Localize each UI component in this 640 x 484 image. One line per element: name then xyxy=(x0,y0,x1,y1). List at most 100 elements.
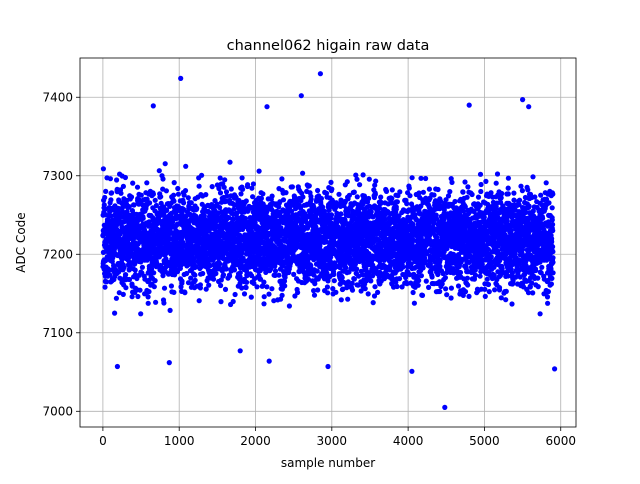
data-point xyxy=(249,295,254,300)
data-point xyxy=(245,182,250,187)
data-point xyxy=(269,286,274,291)
data-point xyxy=(338,211,343,216)
data-point xyxy=(291,272,296,277)
data-point xyxy=(161,300,166,305)
data-point xyxy=(466,294,471,299)
data-point xyxy=(227,160,232,165)
data-point xyxy=(407,193,412,198)
data-point xyxy=(257,169,262,174)
data-point xyxy=(171,193,176,198)
data-point xyxy=(361,172,366,177)
data-point xyxy=(404,201,409,206)
data-point xyxy=(473,273,478,278)
data-point xyxy=(157,168,162,173)
data-point xyxy=(206,283,211,288)
data-point xyxy=(129,194,134,199)
data-point xyxy=(232,267,237,272)
data-point xyxy=(123,272,128,277)
data-point xyxy=(147,200,152,205)
data-point xyxy=(463,289,468,294)
data-point xyxy=(211,277,216,282)
data-point xyxy=(102,195,107,200)
data-point xyxy=(109,190,114,195)
data-point xyxy=(287,303,292,308)
data-point xyxy=(280,293,285,298)
data-point xyxy=(251,181,256,186)
data-point xyxy=(312,293,317,298)
data-point xyxy=(152,284,157,289)
data-point xyxy=(333,290,338,295)
data-point xyxy=(329,187,334,192)
data-point xyxy=(449,295,454,300)
data-point xyxy=(462,179,467,184)
data-point xyxy=(395,284,400,289)
data-point xyxy=(416,278,421,283)
data-point xyxy=(368,278,373,283)
data-point xyxy=(283,190,288,195)
data-point xyxy=(153,300,158,305)
data-point xyxy=(458,270,463,275)
data-point xyxy=(411,290,416,295)
data-point xyxy=(363,286,368,291)
data-point xyxy=(325,284,330,289)
data-point xyxy=(329,212,334,217)
data-point xyxy=(146,301,151,306)
data-point xyxy=(424,279,429,284)
data-point xyxy=(146,294,151,299)
data-point xyxy=(135,185,140,190)
data-point xyxy=(122,265,127,270)
data-point xyxy=(223,287,228,292)
data-point xyxy=(112,311,117,316)
data-point xyxy=(171,199,176,204)
scatter-points xyxy=(100,71,557,410)
data-point xyxy=(465,195,470,200)
data-point xyxy=(218,175,223,180)
data-point xyxy=(163,161,168,166)
data-point xyxy=(244,280,249,285)
data-point xyxy=(416,190,421,195)
data-point xyxy=(130,294,135,299)
data-point xyxy=(158,194,163,199)
data-point xyxy=(479,182,484,187)
data-point xyxy=(354,177,359,182)
data-point xyxy=(389,196,394,201)
data-point xyxy=(137,288,142,293)
data-point xyxy=(130,181,135,186)
data-point xyxy=(244,285,249,290)
data-point xyxy=(449,180,454,185)
data-point xyxy=(203,192,208,197)
data-point xyxy=(309,197,314,202)
data-point xyxy=(437,289,442,294)
data-point xyxy=(264,284,269,289)
data-point xyxy=(259,196,264,201)
data-point xyxy=(410,175,415,180)
data-point xyxy=(300,171,305,176)
data-point xyxy=(151,270,156,275)
data-point xyxy=(308,263,313,268)
data-point xyxy=(162,286,167,291)
data-point xyxy=(198,285,203,290)
data-point xyxy=(172,180,177,185)
data-point xyxy=(331,272,336,277)
data-point xyxy=(373,192,378,197)
data-point xyxy=(420,293,425,298)
data-point xyxy=(431,192,436,197)
data-point xyxy=(242,291,247,296)
data-point xyxy=(357,182,362,187)
data-point xyxy=(192,273,197,278)
data-point xyxy=(197,184,202,189)
data-point xyxy=(470,192,475,197)
data-point xyxy=(101,166,106,171)
data-point xyxy=(390,187,395,192)
data-point xyxy=(217,261,222,266)
data-point xyxy=(171,290,176,295)
data-point xyxy=(160,176,165,181)
data-point xyxy=(133,268,138,273)
data-point xyxy=(307,183,312,188)
data-point xyxy=(261,280,266,285)
data-point xyxy=(260,191,265,196)
data-point xyxy=(449,286,454,291)
data-point xyxy=(350,281,355,286)
